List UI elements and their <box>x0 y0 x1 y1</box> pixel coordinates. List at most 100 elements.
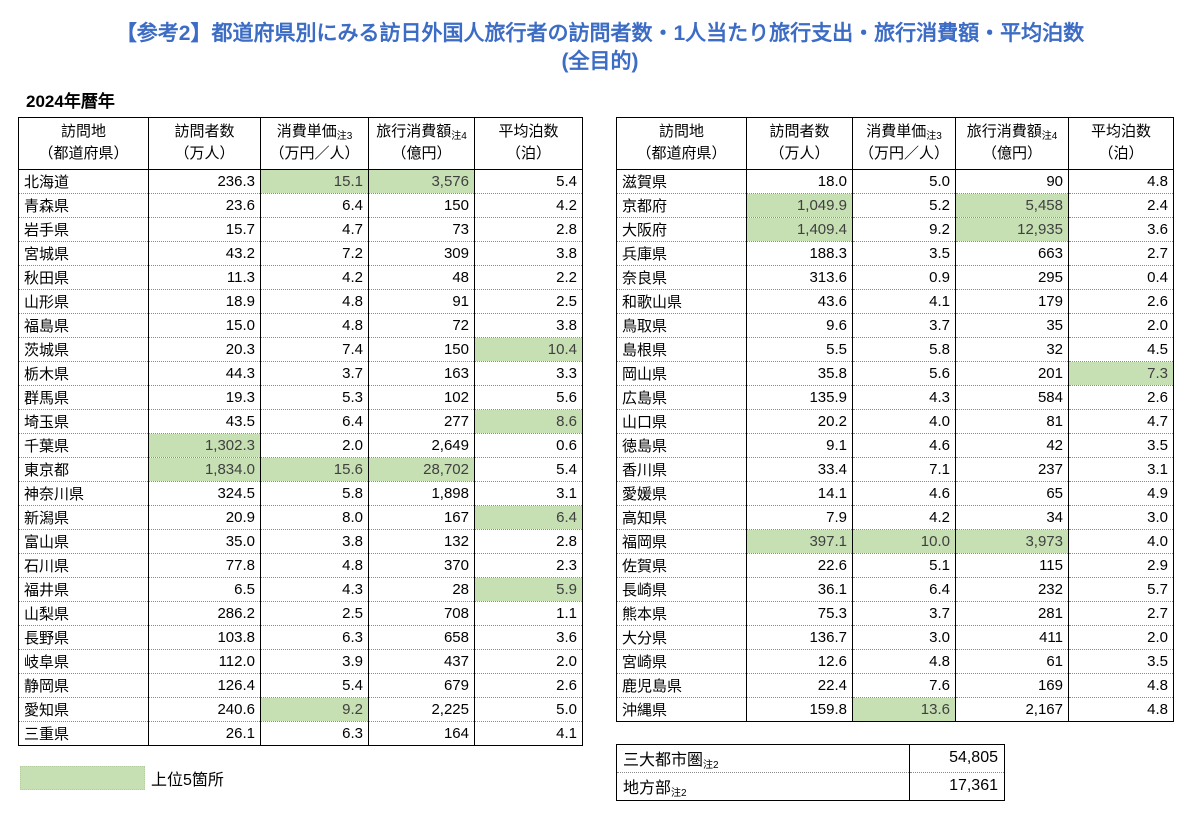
header-visit-place: 訪問地 （都道府県） <box>18 117 149 170</box>
consumption-cell: 663 <box>955 240 1069 266</box>
consumption-cell: 1,898 <box>368 480 475 506</box>
visitors-cell: 22.6 <box>746 552 853 578</box>
visitors-cell: 135.9 <box>746 384 853 410</box>
visitors-cell: 240.6 <box>148 696 261 722</box>
table-row: 徳島県 9.1 4.6 42 3.5 <box>616 432 1174 458</box>
consumption-cell: 164 <box>368 720 475 746</box>
consumption-cell: 2,167 <box>955 696 1069 722</box>
prefecture-name-cell: 福岡県 <box>616 528 747 554</box>
consumption-cell: 167 <box>368 504 475 530</box>
nights-cell: 2.6 <box>1068 288 1174 314</box>
prefecture-name-cell: 石川県 <box>18 552 149 578</box>
consumption-cell: 150 <box>368 336 475 362</box>
prefecture-name-cell: 鹿児島県 <box>616 672 747 698</box>
table-row: 鹿児島県 22.4 7.6 169 4.8 <box>616 672 1174 698</box>
prefecture-name-cell: 佐賀県 <box>616 552 747 578</box>
visitors-cell: 15.0 <box>148 312 261 338</box>
unit-price-cell: 8.0 <box>260 504 369 530</box>
prefecture-name-cell: 宮城県 <box>18 240 149 266</box>
consumption-cell: 73 <box>368 216 475 242</box>
prefecture-name-cell: 愛知県 <box>18 696 149 722</box>
visitors-cell: 397.1 <box>746 528 853 554</box>
unit-price-cell: 13.6 <box>852 696 956 722</box>
visitors-cell: 43.6 <box>746 288 853 314</box>
nights-cell: 4.0 <box>1068 528 1174 554</box>
unit-price-cell: 4.8 <box>260 288 369 314</box>
table-row: 山梨県 286.2 2.5 708 1.1 <box>18 600 583 626</box>
unit-price-cell: 6.3 <box>260 720 369 746</box>
table-row: 宮崎県 12.6 4.8 61 3.5 <box>616 648 1174 674</box>
table-row: 秋田県 11.3 4.2 48 2.2 <box>18 264 583 290</box>
year-label: 2024年暦年 <box>26 91 115 111</box>
nights-cell: 4.1 <box>474 720 583 746</box>
visitors-cell: 35.8 <box>746 360 853 386</box>
prefecture-name-cell: 福井県 <box>18 576 149 602</box>
consumption-cell: 237 <box>955 456 1069 482</box>
prefecture-name-cell: 大分県 <box>616 624 747 650</box>
table-row: 東京都 1,834.0 15.6 28,702 5.4 <box>18 456 583 482</box>
prefecture-name-cell: 滋賀県 <box>616 169 747 194</box>
nights-cell: 0.6 <box>474 432 583 458</box>
note-3: 注3 <box>336 130 353 142</box>
nights-cell: 2.8 <box>474 216 583 242</box>
table-row: 長野県 103.8 6.3 658 3.6 <box>18 624 583 650</box>
prefecture-name-cell: 群馬県 <box>18 384 149 410</box>
nights-cell: 1.1 <box>474 600 583 626</box>
visitors-cell: 126.4 <box>148 672 261 698</box>
table-row: 香川県 33.4 7.1 237 3.1 <box>616 456 1174 482</box>
table-row: 愛知県 240.6 9.2 2,225 5.0 <box>18 696 583 722</box>
table-row: 富山県 35.0 3.8 132 2.8 <box>18 528 583 554</box>
unit-price-cell: 7.4 <box>260 336 369 362</box>
consumption-cell: 48 <box>368 264 475 290</box>
nights-cell: 3.6 <box>474 624 583 650</box>
consumption-cell: 34 <box>955 504 1069 530</box>
legend-highlight-swatch <box>20 765 145 790</box>
note-2: 注2 <box>671 788 687 800</box>
visitors-cell: 7.9 <box>746 504 853 530</box>
prefecture-name-cell: 高知県 <box>616 504 747 530</box>
table-row: 鳥取県 9.6 3.7 35 2.0 <box>616 312 1174 338</box>
unit-price-cell: 3.0 <box>852 624 956 650</box>
table-row: 兵庫県 188.3 3.5 663 2.7 <box>616 240 1174 266</box>
unit-price-cell: 5.8 <box>260 480 369 506</box>
summary-table: 三大都市圏注2 54,805 地方部注2 17,361 <box>616 743 1005 801</box>
consumption-cell: 102 <box>368 384 475 410</box>
nights-cell: 5.0 <box>474 696 583 722</box>
unit-price-cell: 15.1 <box>260 169 369 194</box>
prefecture-name-cell: 宮崎県 <box>616 648 747 674</box>
unit-price-cell: 9.2 <box>260 696 369 722</box>
consumption-cell: 584 <box>955 384 1069 410</box>
visitors-cell: 12.6 <box>746 648 853 674</box>
unit-price-cell: 4.8 <box>852 648 956 674</box>
table-row: 群馬県 19.3 5.3 102 5.6 <box>18 384 583 410</box>
consumption-cell: 28 <box>368 576 475 602</box>
consumption-cell: 12,935 <box>955 216 1069 242</box>
visitors-cell: 23.6 <box>148 192 261 218</box>
visitors-cell: 313.6 <box>746 264 853 290</box>
table-row: 大阪府 1,409.4 9.2 12,935 3.6 <box>616 216 1174 242</box>
nights-cell: 5.7 <box>1068 576 1174 602</box>
table-row: 石川県 77.8 4.8 370 2.3 <box>18 552 583 578</box>
unit-price-cell: 5.3 <box>260 384 369 410</box>
prefecture-name-cell: 京都府 <box>616 192 747 218</box>
consumption-cell: 295 <box>955 264 1069 290</box>
nights-cell: 2.0 <box>1068 312 1174 338</box>
table-row: 三重県 26.1 6.3 164 4.1 <box>18 720 583 746</box>
unit-price-cell: 3.9 <box>260 648 369 674</box>
visitors-cell: 26.1 <box>148 720 261 746</box>
consumption-cell: 437 <box>368 648 475 674</box>
prefecture-name-cell: 長崎県 <box>616 576 747 602</box>
header-row: 訪問地 （都道府県） 訪問者数 （万人） 消費単価注3 （万円／人） 旅行消費額注4 （… <box>616 117 1174 170</box>
table-row: 奈良県 313.6 0.9 295 0.4 <box>616 264 1174 290</box>
visitors-cell: 44.3 <box>148 360 261 386</box>
nights-cell: 2.4 <box>1068 192 1174 218</box>
nights-cell: 2.9 <box>1068 552 1174 578</box>
visitors-cell: 11.3 <box>148 264 261 290</box>
nights-cell: 4.8 <box>1068 696 1174 722</box>
prefecture-name-cell: 三重県 <box>18 720 149 746</box>
nights-cell: 10.4 <box>474 336 583 362</box>
consumption-cell: 708 <box>368 600 475 626</box>
nights-cell: 2.6 <box>1068 384 1174 410</box>
unit-price-cell: 3.7 <box>260 360 369 386</box>
prefecture-name-cell: 熊本県 <box>616 600 747 626</box>
